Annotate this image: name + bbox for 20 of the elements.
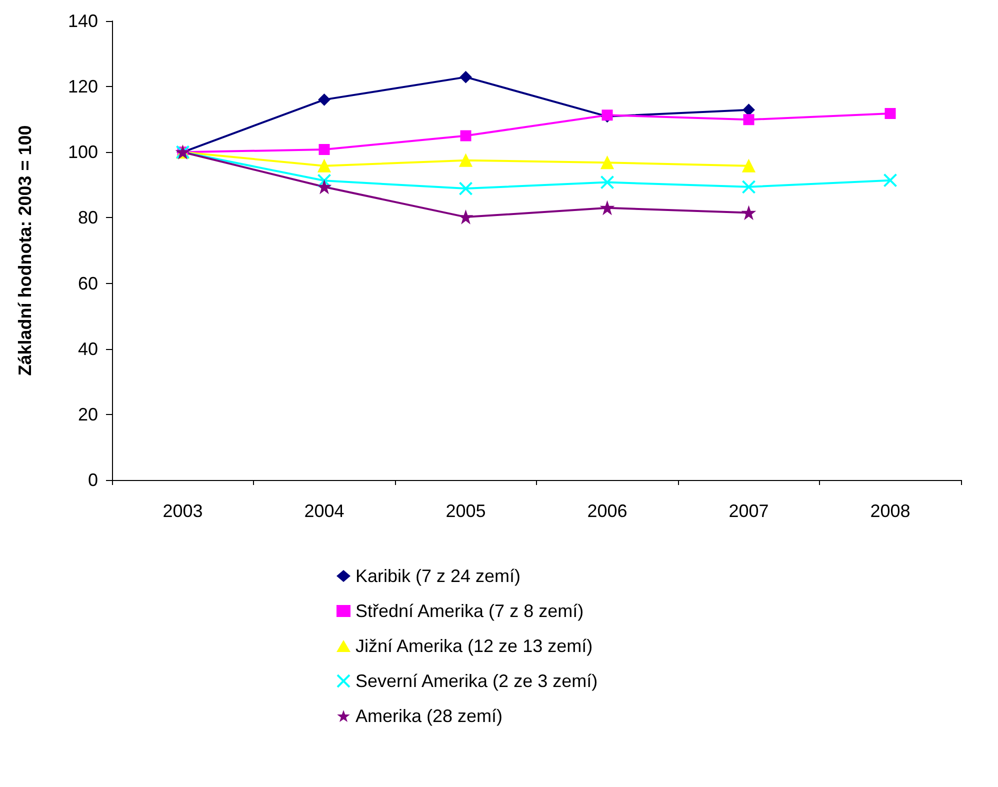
legend-label: Amerika (28 zemí) bbox=[356, 706, 503, 726]
y-tick-label: 60 bbox=[78, 273, 98, 294]
legend-label: Jižní Amerika (12 ze 13 zemí) bbox=[356, 636, 593, 656]
x-tick-label: 2003 bbox=[162, 501, 203, 521]
legend-label: Střední Amerika (7 z 8 zemí) bbox=[356, 601, 584, 621]
y-tick-label: 120 bbox=[68, 76, 98, 97]
y-tick-label: 80 bbox=[78, 208, 98, 228]
y-tick-label: 140 bbox=[68, 11, 98, 31]
y-axis-title: Základní hodnota: 2003 = 100 bbox=[15, 125, 35, 376]
y-tick-label: 20 bbox=[78, 404, 98, 424]
legend-label: Karibik (7 z 24 zemí) bbox=[356, 566, 521, 586]
y-tick-label: 0 bbox=[88, 470, 98, 490]
x-tick-label: 2006 bbox=[587, 501, 628, 521]
legend-label: Severní Amerika (2 ze 3 zemí) bbox=[356, 671, 598, 691]
x-tick-label: 2007 bbox=[728, 501, 769, 521]
x-tick-label: 2005 bbox=[446, 501, 486, 521]
y-tick-label: 100 bbox=[68, 142, 98, 162]
x-tick-label: 2008 bbox=[870, 501, 910, 521]
y-tick-label: 40 bbox=[78, 338, 98, 359]
x-tick-label: 2004 bbox=[304, 501, 344, 521]
